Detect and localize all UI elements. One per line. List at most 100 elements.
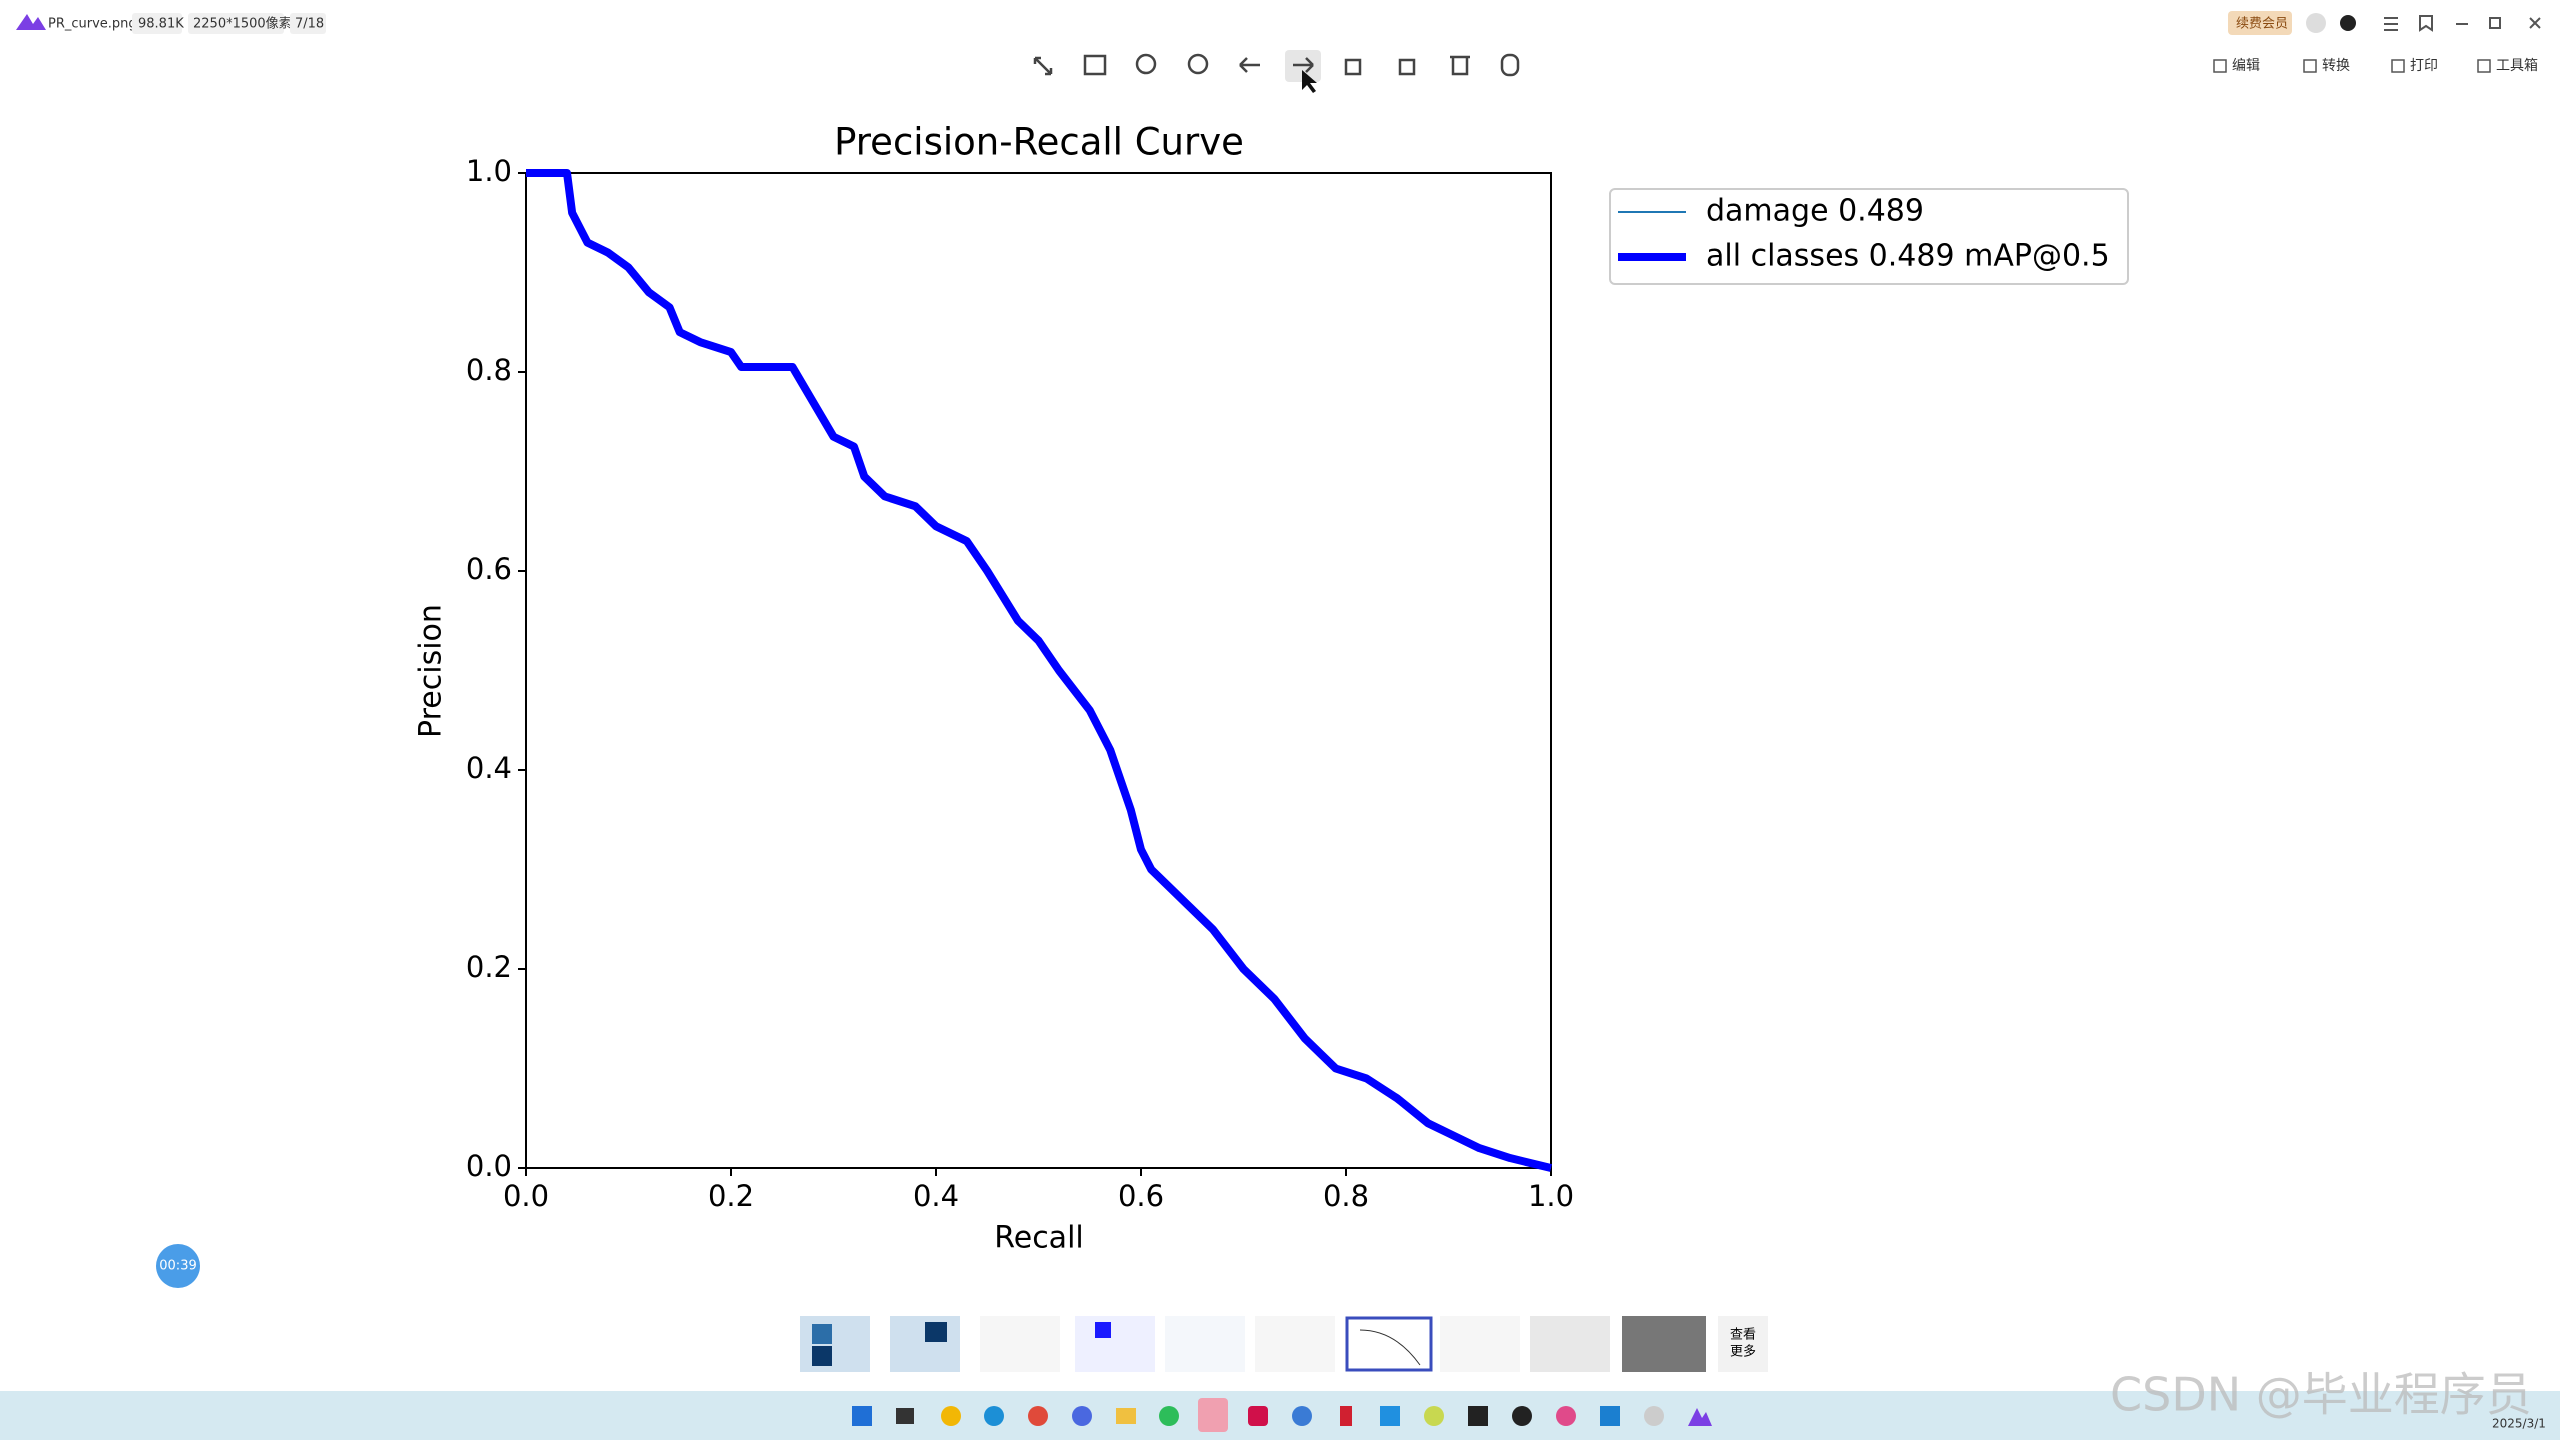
menu-icon — [2391, 59, 2405, 73]
timer-text: 00:39 — [159, 1259, 196, 1274]
badge — [132, 13, 182, 34]
restore-button[interactable] — [2489, 17, 2501, 29]
fullscreen-button[interactable] — [1033, 56, 1053, 76]
delete-button[interactable] — [1450, 55, 1470, 76]
zoom-in-button[interactable] — [1135, 53, 1157, 75]
thumbnail[interactable] — [1255, 1316, 1335, 1372]
legend-label: all classes 0.489 mAP@0.5 — [1706, 239, 2110, 274]
app-logo — [16, 14, 46, 30]
timer-bubble[interactable] — [156, 1244, 200, 1288]
right-menu: 编辑 转换 打印 工具箱 — [2213, 57, 2538, 74]
y-axis-label: Precision — [414, 604, 449, 738]
file-dimensions: 2250*1500像素 — [193, 17, 292, 32]
toolbar — [1033, 50, 1520, 82]
taskbar-app[interactable] — [1600, 1406, 1620, 1426]
thumbnail[interactable] — [1075, 1316, 1155, 1372]
x-tick-label: 0.4 — [913, 1179, 959, 1213]
pin-button[interactable] — [2419, 15, 2433, 32]
plot-frame — [525, 172, 1552, 1169]
taskbar-app[interactable] — [984, 1406, 1004, 1426]
taskbar-app[interactable] — [1028, 1406, 1048, 1426]
x-axis-label: Recall — [994, 1221, 1084, 1256]
rotate-left-button[interactable] — [1344, 58, 1362, 76]
y-tick-label: 0.0 — [466, 1149, 512, 1183]
mouse-button[interactable] — [1500, 53, 1520, 77]
chart: Precision-Recall Curve Recall Precision … — [414, 121, 2129, 1256]
vip-text[interactable]: 续费会员 — [2236, 17, 2288, 32]
taskbar-app[interactable] — [1116, 1408, 1136, 1424]
y-tick-label: 0.8 — [466, 353, 512, 387]
taskbar-icons — [852, 1398, 1712, 1432]
taskbar-app[interactable] — [1292, 1406, 1312, 1426]
thumbnail[interactable] — [1440, 1316, 1520, 1372]
zoom-out-button[interactable] — [1187, 53, 1209, 75]
menu-item[interactable]: 转换 — [2322, 57, 2350, 74]
x-tick-label: 1.0 — [1528, 1179, 1574, 1213]
file-name: PR_curve.png — [48, 17, 137, 32]
y-tick-label: 0.4 — [466, 751, 512, 785]
taskbar-app[interactable] — [1644, 1406, 1664, 1426]
chart-title: Precision-Recall Curve — [834, 121, 1244, 164]
vip-button[interactable] — [2228, 11, 2292, 35]
file-counter: 7/18 — [295, 17, 324, 32]
taskbar — [0, 1391, 2560, 1440]
pr-line — [526, 169, 1552, 1172]
thumbnail[interactable] — [800, 1316, 870, 1372]
menu-icon — [2303, 59, 2317, 73]
taskbar-app[interactable] — [941, 1406, 961, 1426]
thumbnail-detail — [925, 1322, 947, 1342]
fit-button[interactable] — [1083, 54, 1107, 76]
badge — [290, 13, 326, 34]
icon[interactable] — [2340, 15, 2356, 31]
taskbar-app[interactable] — [1380, 1406, 1400, 1426]
taskbar-date: 2025/3/1 — [2492, 1417, 2546, 1431]
x-tick-label: 0.8 — [1323, 1179, 1369, 1213]
y-tick-label: 0.6 — [466, 552, 512, 586]
x-tick-label: 0.2 — [708, 1179, 754, 1213]
taskbar-app[interactable] — [1556, 1406, 1576, 1426]
avatar[interactable] — [2306, 13, 2326, 33]
taskbar-app[interactable] — [1468, 1406, 1488, 1426]
start-button[interactable] — [852, 1406, 872, 1426]
file-size: 98.81K — [138, 17, 184, 32]
cursor — [1302, 70, 1317, 93]
rotate-right-button[interactable] — [1398, 58, 1416, 76]
thumbnail[interactable] — [1165, 1316, 1245, 1372]
more-text: 查看 — [1730, 1327, 1756, 1343]
taskbar-app[interactable] — [1340, 1406, 1352, 1426]
taskbar-app[interactable] — [1159, 1406, 1179, 1426]
thumbnail-detail — [1095, 1322, 1111, 1338]
badge — [188, 13, 284, 34]
taskbar-app[interactable] — [1424, 1406, 1444, 1426]
taskbar-app[interactable] — [1072, 1406, 1092, 1426]
thumbnail[interactable] — [1622, 1316, 1706, 1372]
menu-item[interactable]: 编辑 — [2232, 58, 2260, 74]
thumbnail[interactable] — [980, 1316, 1060, 1372]
x-tick-label: 0.6 — [1118, 1179, 1164, 1213]
taskbar-app[interactable] — [896, 1408, 914, 1424]
thumbnail-detail — [812, 1324, 832, 1344]
watermark: CSDN @毕业程序员 — [2110, 1368, 2532, 1422]
menu-item[interactable]: 工具箱 — [2496, 58, 2538, 74]
taskbar-app[interactable] — [1248, 1406, 1268, 1426]
thumbnail[interactable] — [1530, 1316, 1610, 1372]
thumbnail-strip: 查看 更多 — [800, 1316, 1768, 1372]
prev-button[interactable] — [1239, 57, 1260, 73]
close-button[interactable] — [2529, 17, 2541, 29]
menu-item[interactable]: 打印 — [2410, 57, 2438, 74]
menu-button[interactable] — [2384, 17, 2398, 31]
next-button[interactable] — [1293, 57, 1314, 73]
taskbar-app[interactable] — [1198, 1398, 1228, 1432]
x-tick-label: 0.0 — [503, 1179, 549, 1213]
menu-icon — [2213, 59, 2227, 73]
window-controls — [2384, 15, 2541, 32]
more-button[interactable] — [1718, 1316, 1768, 1372]
taskbar-app[interactable] — [1688, 1408, 1712, 1426]
legend — [1609, 188, 2129, 285]
taskbar-app[interactable] — [1512, 1406, 1532, 1426]
thumbnail-detail — [1359, 1329, 1421, 1366]
legend-label: damage 0.489 — [1706, 194, 1924, 229]
menu-icon — [2477, 59, 2491, 73]
